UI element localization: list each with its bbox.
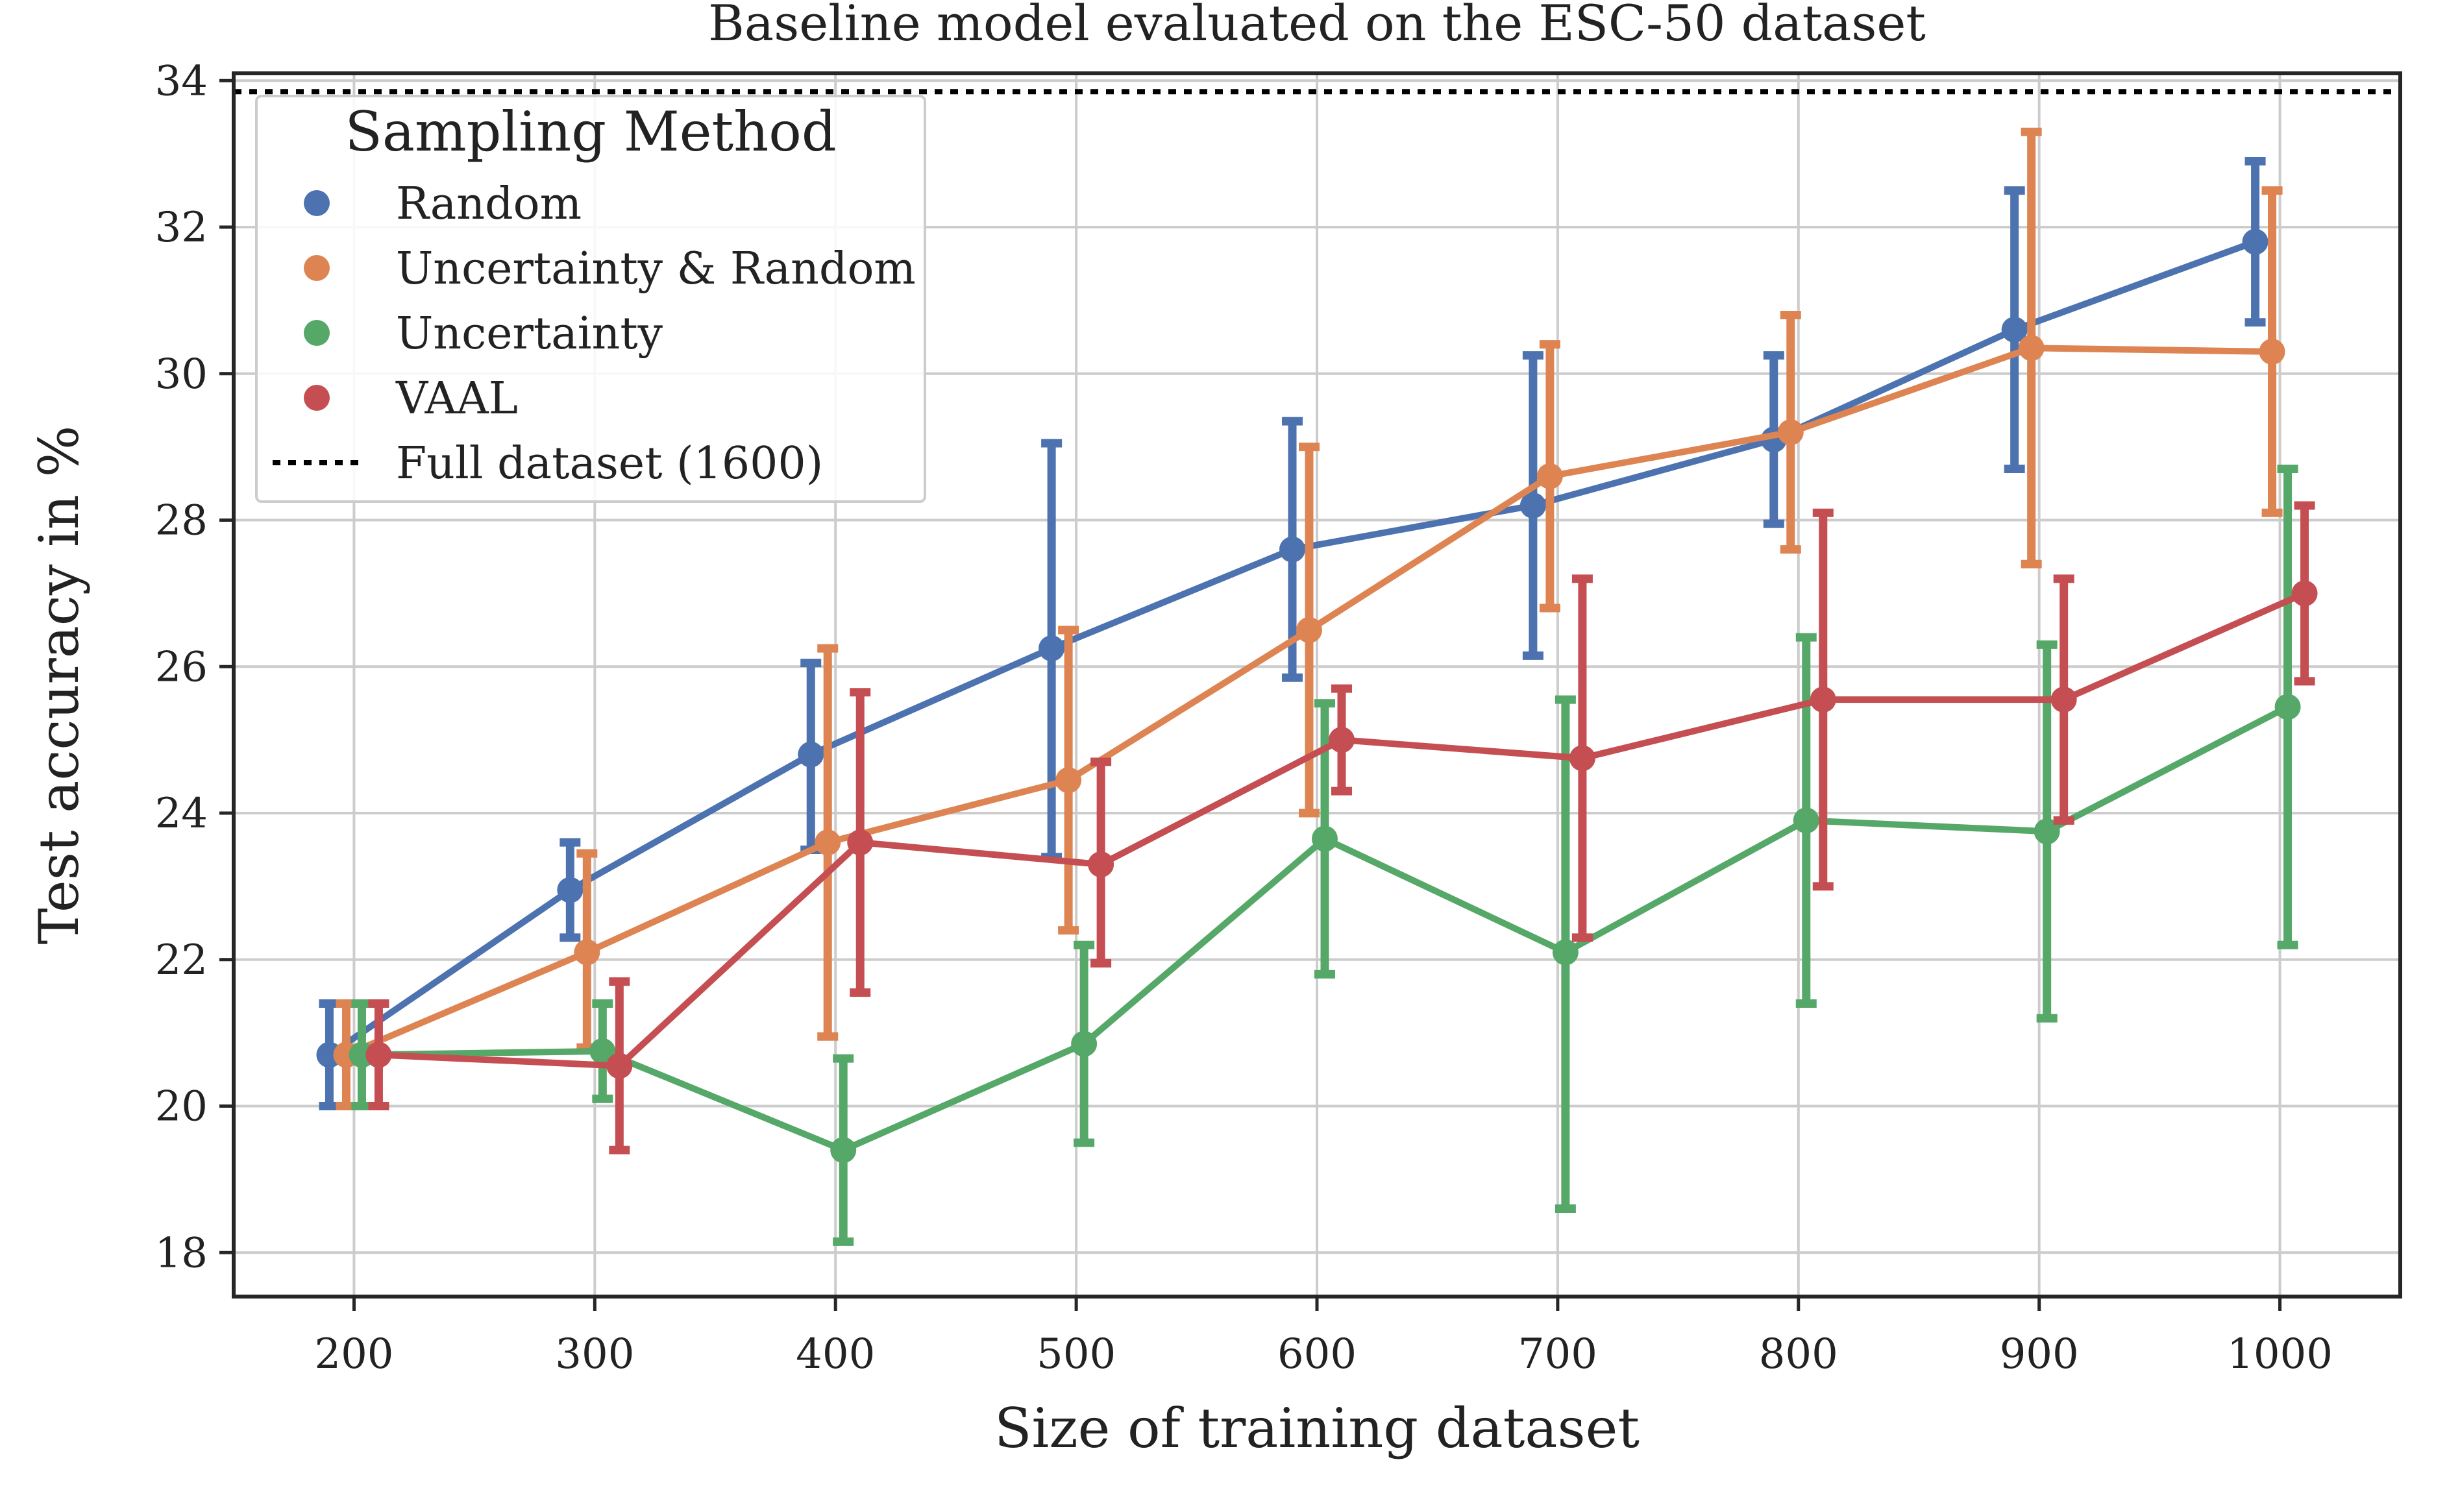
y-tick-label: 22 bbox=[155, 936, 208, 984]
data-point bbox=[798, 741, 824, 768]
x-tick-label: 700 bbox=[1518, 1330, 1597, 1378]
legend-marker bbox=[304, 320, 330, 346]
x-tick-label: 300 bbox=[555, 1330, 634, 1378]
data-point bbox=[1777, 419, 1804, 446]
legend-title: Sampling Method bbox=[345, 100, 836, 164]
x-tick-label: 800 bbox=[1759, 1330, 1838, 1378]
data-point bbox=[1569, 745, 1595, 772]
data-point bbox=[1329, 727, 1355, 753]
y-tick-label: 34 bbox=[155, 57, 208, 105]
y-tick-label: 26 bbox=[155, 643, 208, 691]
data-point bbox=[2291, 580, 2318, 607]
data-point bbox=[847, 829, 874, 856]
data-point bbox=[2050, 687, 2077, 713]
x-tick-label: 500 bbox=[1037, 1330, 1116, 1378]
y-tick-label: 32 bbox=[155, 204, 208, 252]
data-point bbox=[1088, 851, 1114, 878]
tick-layer: 200 300 400 500 600 700 800 900 1000 18 20 22 24 26 28… bbox=[155, 57, 2333, 1378]
data-point bbox=[574, 939, 600, 966]
legend-entry: Full dataset (1600) bbox=[396, 438, 823, 489]
data-point bbox=[1312, 825, 1338, 852]
data-point bbox=[365, 1042, 392, 1068]
x-axis-label: Size of training dataset bbox=[994, 1396, 1640, 1460]
data-point bbox=[2242, 228, 2269, 255]
series-vaal bbox=[365, 501, 2318, 1154]
series-uncertainty bbox=[349, 465, 2301, 1246]
x-tick-label: 400 bbox=[796, 1330, 875, 1378]
legend-marker bbox=[304, 190, 330, 216]
x-tick-label: 900 bbox=[2000, 1330, 2079, 1378]
x-tick-label: 600 bbox=[1277, 1330, 1357, 1378]
y-tick-label: 30 bbox=[155, 350, 208, 398]
legend: Sampling Method Random Uncertainty & Rando… bbox=[255, 95, 926, 503]
data-point bbox=[815, 829, 841, 856]
y-axis-label: Test accuracy in % bbox=[27, 426, 91, 945]
data-point bbox=[1055, 767, 1082, 794]
legend-entry: VAAL bbox=[395, 373, 518, 424]
data-point bbox=[1039, 635, 1065, 662]
data-point bbox=[830, 1137, 857, 1164]
y-tick-label: 28 bbox=[155, 497, 208, 545]
legend-marker bbox=[304, 255, 330, 281]
y-tick-label: 20 bbox=[155, 1083, 208, 1131]
data-point bbox=[1552, 939, 1579, 966]
legend-marker bbox=[304, 385, 330, 411]
data-point bbox=[1279, 536, 1305, 563]
data-point bbox=[2259, 338, 2285, 365]
data-point bbox=[1793, 807, 1819, 834]
chart-title: Baseline model evaluated on the ESC-50 d… bbox=[708, 0, 1926, 52]
legend-box bbox=[255, 95, 926, 503]
data-point bbox=[1519, 492, 1546, 518]
legend-entry: Uncertainty bbox=[396, 308, 663, 360]
data-point bbox=[1810, 687, 1836, 713]
legend-entry: Uncertainty & Random bbox=[396, 243, 916, 295]
y-tick-label: 18 bbox=[155, 1229, 208, 1277]
data-point bbox=[2274, 694, 2301, 720]
y-tick-label: 24 bbox=[155, 790, 208, 838]
legend-entry: Random bbox=[396, 178, 582, 230]
data-point bbox=[2018, 335, 2045, 361]
x-tick-label: 1000 bbox=[2227, 1330, 2333, 1378]
data-point bbox=[1296, 616, 1322, 643]
data-point bbox=[589, 1038, 616, 1064]
series-layer bbox=[316, 127, 2318, 1246]
data-point bbox=[606, 1053, 633, 1079]
data-point bbox=[1536, 463, 1563, 489]
data-point bbox=[1071, 1030, 1098, 1057]
data-point bbox=[557, 877, 584, 903]
series-uncertainty-random bbox=[333, 127, 2285, 1111]
x-tick-label: 200 bbox=[314, 1330, 393, 1378]
data-point bbox=[2034, 818, 2060, 845]
data-point bbox=[2001, 317, 2028, 343]
